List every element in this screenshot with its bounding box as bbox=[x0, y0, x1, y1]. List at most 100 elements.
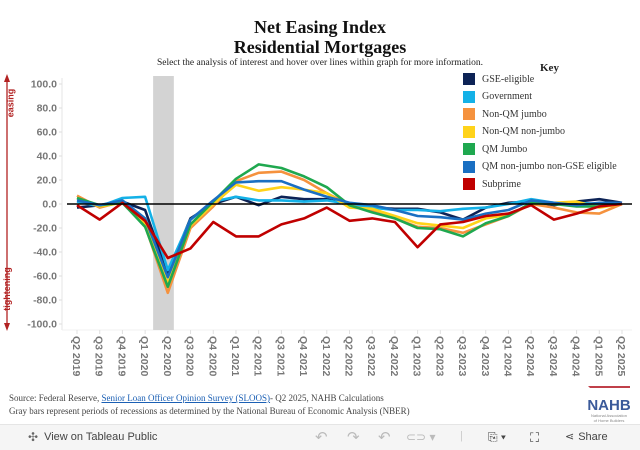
share-label: Share bbox=[578, 430, 608, 443]
share-icon: ⋖ bbox=[565, 431, 575, 443]
series-line-qm-jumbo[interactable] bbox=[76, 163, 623, 289]
x-tick-label: Q4 2020 bbox=[206, 336, 218, 376]
y-tick-label: 20.0 bbox=[37, 175, 58, 187]
redo-button[interactable]: ↷ bbox=[347, 428, 360, 446]
tightening-label: tightening bbox=[1, 267, 12, 311]
legend-swatch bbox=[463, 125, 475, 138]
line-chart[interactable]: 100.0 80.0 60.0 40.0 20.0 0.0 -20.0 -40.0 -60.0 -… bbox=[0, 0, 640, 390]
x-tick-label: Q4 2021 bbox=[297, 336, 309, 376]
x-tick-label: Q2 2024 bbox=[524, 336, 536, 376]
y-tick-label: -100.0 bbox=[27, 319, 57, 331]
legend-label: Subprime bbox=[482, 178, 521, 190]
legend-item[interactable]: QM non-jumbo non-GSE eligible bbox=[463, 160, 617, 174]
view-on-tableau-button[interactable]: ✣ View on Tableau Public bbox=[28, 430, 157, 444]
legend-label: Government bbox=[482, 91, 532, 102]
x-tick-label: Q4 2024 bbox=[570, 336, 582, 376]
pause-icon: ⊂⊃ ▾ bbox=[406, 430, 436, 444]
legend-item[interactable]: Non-QM jumbo bbox=[463, 107, 547, 121]
recession-note: Gray bars represent periods of recession… bbox=[9, 406, 410, 416]
x-tick-label: Q1 2021 bbox=[229, 336, 241, 376]
x-tick-label: Q1 2025 bbox=[592, 336, 604, 376]
y-tick-label: 0.0 bbox=[42, 199, 57, 211]
legend-swatch bbox=[463, 160, 475, 173]
nahb-logo: NAHB National Association of Home Builde… bbox=[583, 386, 635, 423]
legend-item[interactable]: Government bbox=[463, 90, 532, 104]
x-tick-label: Q2 2022 bbox=[343, 336, 355, 376]
x-tick-label: Q1 2022 bbox=[320, 336, 332, 376]
logo-subtext-1: National Association bbox=[590, 413, 628, 418]
legend-label: QM Jumbo bbox=[482, 143, 528, 155]
x-tick-label: Q4 2023 bbox=[479, 336, 491, 376]
download-button[interactable]: ⎘ ▾ bbox=[488, 430, 506, 445]
arrow-down-icon bbox=[4, 323, 10, 331]
x-tick-label: Q2 2025 bbox=[615, 336, 627, 376]
source-note: Source: Federal Reserve, Senior Loan Off… bbox=[9, 393, 384, 403]
y-tick-label: 60.0 bbox=[37, 127, 58, 139]
x-tick-label: Q2 2023 bbox=[433, 336, 445, 376]
fullscreen-button[interactable]: ⛶ bbox=[530, 430, 539, 446]
recession-bar bbox=[153, 76, 174, 330]
legend-swatch bbox=[463, 73, 475, 85]
share-button[interactable]: ⋖ Share bbox=[565, 430, 608, 444]
undo-button[interactable]: ↶ bbox=[315, 428, 328, 446]
x-tick-label: Q3 2022 bbox=[365, 336, 377, 376]
view-on-tableau-label: View on Tableau Public bbox=[44, 431, 158, 443]
x-tick-label: Q3 2021 bbox=[274, 336, 286, 376]
x-tick-label: Q3 2024 bbox=[547, 336, 559, 376]
x-tick-label: Q2 2020 bbox=[161, 336, 173, 376]
fullscreen-icon: ⛶ bbox=[530, 430, 540, 445]
y-tick-label: -20.0 bbox=[33, 223, 57, 235]
legend-swatch bbox=[463, 178, 475, 190]
sloos-link[interactable]: Senior Loan Officer Opinion Survey (SLOO… bbox=[101, 393, 271, 403]
legend-item[interactable]: QM Jumbo bbox=[463, 142, 527, 156]
legend-swatch bbox=[463, 90, 475, 103]
legend-swatch bbox=[463, 108, 475, 120]
x-tick-label: Q3 2019 bbox=[93, 336, 105, 376]
toolbar-divider: | bbox=[460, 430, 463, 442]
legend-item[interactable]: Non-QM non-jumbo bbox=[463, 125, 565, 139]
y-tick-label: -80.0 bbox=[33, 295, 57, 307]
series-line-qm-non-jumbo-non-gse-eligible[interactable] bbox=[76, 179, 622, 279]
tableau-toolbar: ✣ View on Tableau Public ↶ ↷ ↶ ⊂⊃ ▾ | ⎘ … bbox=[0, 424, 640, 450]
download-icon: ⎘ ▾ bbox=[488, 430, 506, 444]
source-suffix: - Q2 2025, NAHB Calculations bbox=[270, 393, 384, 403]
x-tick-label: Q1 2023 bbox=[411, 336, 423, 376]
logo-roof-icon bbox=[588, 386, 630, 398]
legend-label: Non-QM non-jumbo bbox=[482, 126, 566, 137]
legend-label: QM non-jumbo non-GSE eligible bbox=[482, 161, 617, 172]
y-tick-label: 40.0 bbox=[37, 151, 58, 163]
chart-subtitle: Select the analysis of interest and hove… bbox=[156, 58, 484, 68]
pause-updates-button[interactable]: ⊂⊃ ▾ bbox=[406, 430, 435, 444]
x-tick-label: Q3 2023 bbox=[456, 336, 468, 376]
legend-swatch bbox=[463, 143, 475, 155]
revert-button[interactable]: ↶ bbox=[378, 428, 391, 446]
redo-icon: ↷ bbox=[347, 429, 360, 446]
y-tick-label: 80.0 bbox=[37, 103, 58, 115]
x-tick-label: Q4 2022 bbox=[388, 336, 400, 376]
legend-title: Key bbox=[540, 62, 559, 74]
legend-item[interactable]: GSE-eligible bbox=[463, 72, 534, 86]
logo-subtext-2: of Home Builders bbox=[593, 418, 625, 423]
logo-text: NAHB bbox=[587, 397, 631, 414]
legend-label: Non-QM jumbo bbox=[482, 108, 547, 120]
easing-label: easing bbox=[5, 88, 16, 118]
y-tick-label: -40.0 bbox=[33, 247, 57, 259]
x-tick-label: Q1 2024 bbox=[501, 336, 513, 376]
x-tick-label: Q3 2020 bbox=[184, 336, 196, 376]
y-tick-label: -60.0 bbox=[33, 271, 57, 283]
chart-title-line2: Residential Mortgages bbox=[233, 37, 407, 57]
legend-label: GSE-eligible bbox=[482, 73, 535, 85]
chart-title-line1: Net Easing Index bbox=[253, 17, 387, 37]
x-tick-label: Q2 2019 bbox=[70, 336, 82, 376]
revert-icon: ↶ bbox=[378, 429, 391, 446]
x-tick-label: Q4 2019 bbox=[115, 336, 127, 376]
x-tick-label: Q2 2021 bbox=[252, 336, 264, 376]
series-line-subprime[interactable] bbox=[76, 201, 623, 260]
source-prefix: Source: Federal Reserve, bbox=[9, 393, 102, 403]
arrow-up-icon bbox=[4, 74, 10, 82]
undo-icon: ↶ bbox=[315, 429, 328, 446]
legend-item[interactable]: Subprime bbox=[463, 177, 521, 191]
x-tick-label: Q1 2020 bbox=[138, 336, 150, 376]
tableau-logo-icon: ✣ bbox=[28, 430, 39, 444]
y-tick-label: 100.0 bbox=[31, 79, 57, 91]
